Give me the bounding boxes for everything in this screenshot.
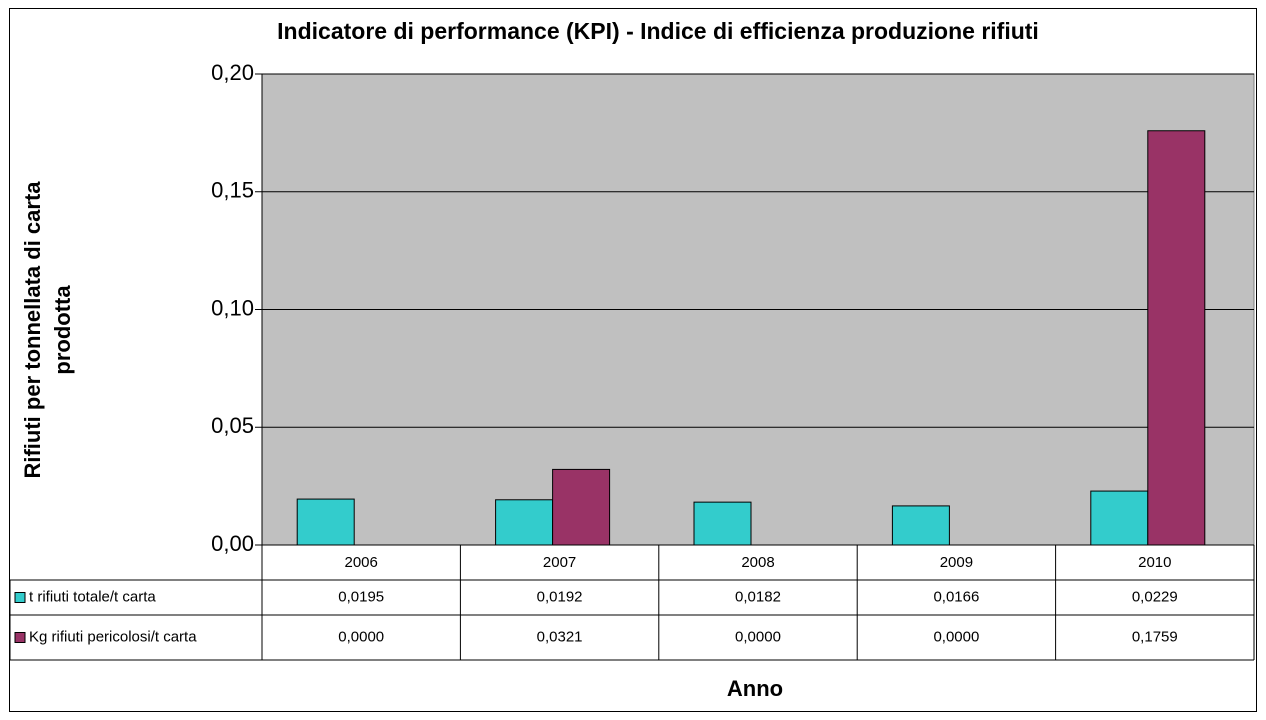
y-tick-label: 0,20: [211, 60, 254, 85]
y-tick-label: 0,10: [211, 295, 254, 320]
y-tick-label: 0,05: [211, 413, 254, 438]
table-value: 0,0195: [338, 588, 384, 605]
table-value: 0,0182: [735, 588, 781, 605]
legend-label: t rifiuti totale/t carta: [29, 588, 156, 605]
x-tick-label: 2010: [1138, 554, 1171, 571]
bar: [495, 499, 554, 546]
table-value: 0,1759: [1132, 628, 1178, 645]
bar: [891, 505, 950, 546]
x-tick-label: 2008: [741, 554, 774, 571]
x-tick-label: 2009: [940, 554, 973, 571]
table-value: 0,0229: [1132, 588, 1178, 605]
x-tick-label: 2006: [345, 554, 378, 571]
y-tick-label: 0,15: [211, 178, 254, 203]
chart-title: Indicatore di performance (KPI) - Indice…: [277, 18, 1039, 44]
bar: [693, 501, 752, 546]
table-value: 0,0000: [735, 628, 781, 645]
x-axis-label: Anno: [727, 676, 783, 701]
x-tick-label: 2007: [543, 554, 576, 571]
table-value: 0,0192: [537, 588, 583, 605]
table-value: 0,0000: [338, 628, 384, 645]
y-axis-label: Rifiuti per tonnellata di carta prodotta: [20, 181, 75, 479]
y-tick-label: 0,00: [211, 531, 254, 556]
table-value: 0,0166: [933, 588, 979, 605]
table-value: 0,0321: [537, 628, 583, 645]
bar: [1090, 490, 1149, 546]
legend-label: Kg rifiuti pericolosi/t carta: [29, 628, 197, 645]
bar: [1147, 130, 1206, 546]
table-value: 0,0000: [933, 628, 979, 645]
legend-key: [14, 592, 26, 603]
bar: [552, 468, 611, 546]
legend-key: [14, 632, 26, 643]
bar: [296, 498, 355, 546]
